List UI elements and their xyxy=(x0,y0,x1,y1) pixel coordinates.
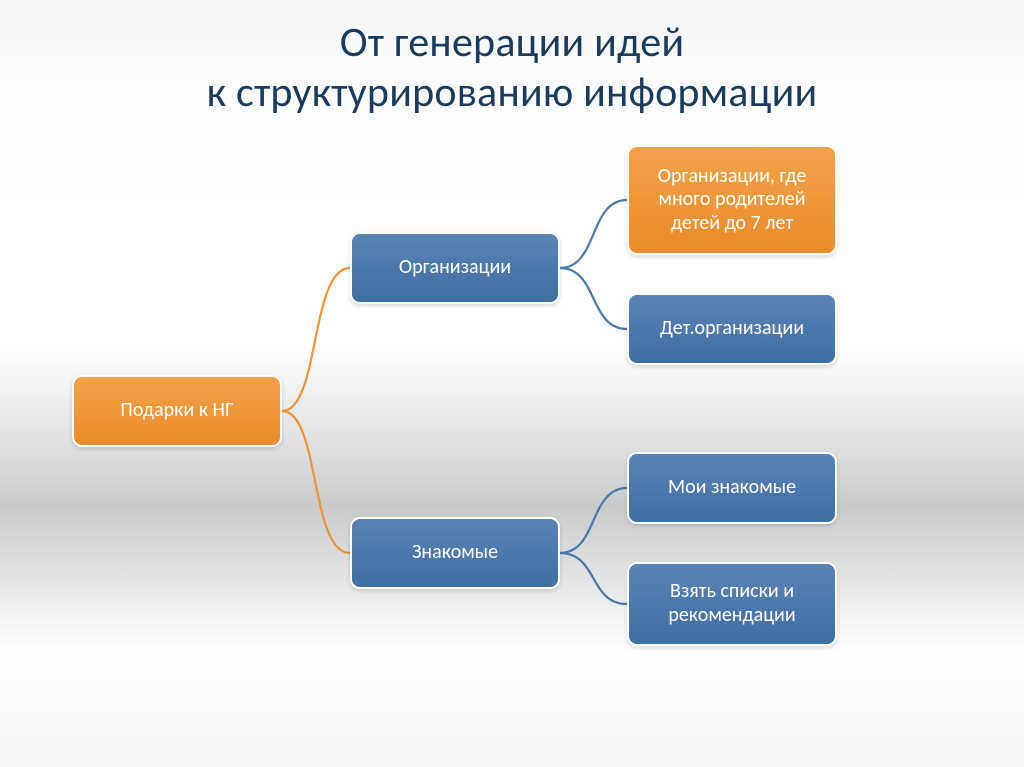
edge-acq-acq1 xyxy=(560,488,627,553)
node-acq2: Взять списки и рекомендации xyxy=(627,562,837,646)
node-root: Подарки к НГ xyxy=(72,375,282,447)
edge-org-org2 xyxy=(560,268,627,329)
node-org1: Организации, где много родителей детей д… xyxy=(627,145,837,255)
slide-title: От генерации идей к структурированию инф… xyxy=(0,0,1024,117)
edge-acq-acq2 xyxy=(560,553,627,604)
edge-root-acq xyxy=(282,411,350,553)
edge-org-org1 xyxy=(560,200,627,268)
title-line-2: к структурированию информации xyxy=(207,67,818,118)
node-org: Организации xyxy=(350,232,560,304)
node-org2: Дет.организации xyxy=(627,293,837,365)
node-acq: Знакомые xyxy=(350,517,560,589)
edge-root-org xyxy=(282,268,350,411)
node-acq1: Мои знакомые xyxy=(627,452,837,524)
title-line-1: От генерации идей xyxy=(340,17,685,68)
